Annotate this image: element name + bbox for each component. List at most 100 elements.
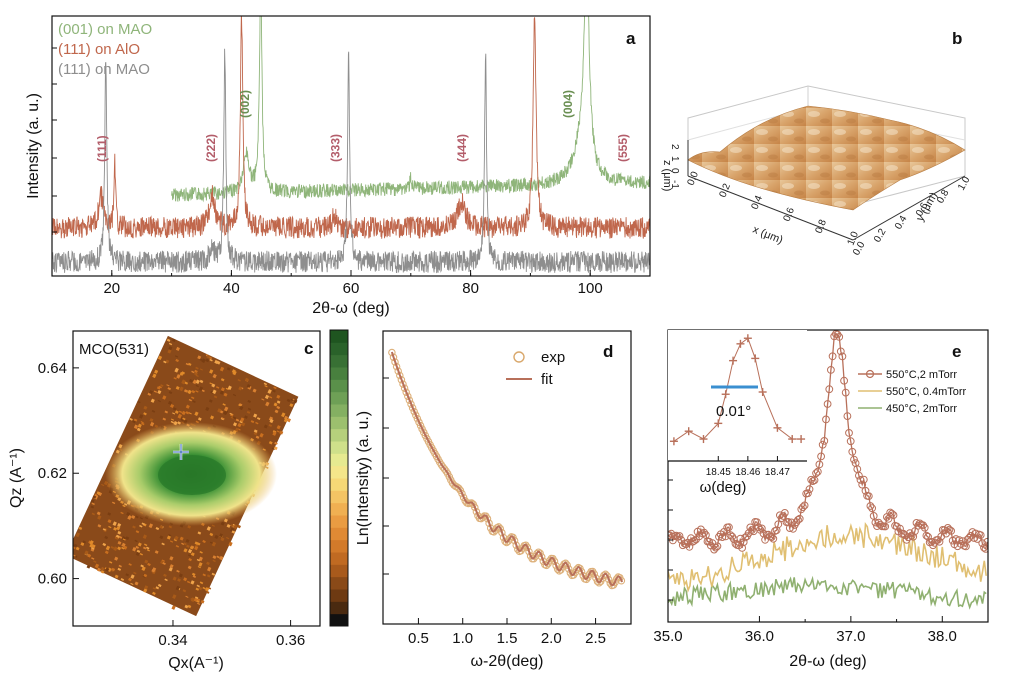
panel-c-noise-dot bbox=[186, 580, 191, 584]
panel-c-noise-dot bbox=[255, 421, 259, 425]
panel-c-colorbar-segment bbox=[330, 428, 348, 442]
panel-e-data-point bbox=[866, 502, 875, 510]
panel-c-noise-dot bbox=[151, 409, 156, 413]
panel-c-noise-dot bbox=[202, 586, 206, 590]
panel-c-noise-dot bbox=[226, 367, 231, 371]
panel-c-noise-dot bbox=[181, 410, 186, 416]
panel-e-data-point bbox=[754, 523, 763, 532]
panel-c-noise-dot bbox=[161, 542, 165, 546]
panel-c-colorbar-frame bbox=[329, 329, 349, 627]
panel-c-noise-dot bbox=[100, 570, 105, 574]
panel-c-noise-dot bbox=[172, 407, 177, 411]
panel-c-noise-dot bbox=[209, 532, 214, 537]
panel-a-xtick-label: 80 bbox=[462, 280, 479, 297]
panel-a-peak-label: (002) bbox=[238, 90, 252, 118]
panel-c-noise-dot bbox=[135, 530, 140, 534]
panel-c-noise-dot bbox=[157, 389, 162, 395]
panel-c-noise-dot bbox=[112, 521, 117, 527]
panel-e-data-point bbox=[868, 504, 876, 513]
panel-c-noise-dot bbox=[219, 366, 225, 372]
panel-c-noise-dot bbox=[192, 379, 197, 385]
panel-e-data-point bbox=[850, 455, 858, 464]
panel-e-data-point bbox=[672, 531, 681, 540]
panel-c-noise-dot bbox=[117, 530, 122, 535]
panel-c-noise-dot bbox=[244, 377, 249, 382]
panel-e-data-point bbox=[848, 447, 857, 456]
panel-c-colorbar-segment bbox=[330, 552, 348, 565]
panel-c-noise-dot bbox=[239, 403, 243, 406]
panel-e-inset-xlabel: ω(deg) bbox=[700, 479, 747, 496]
panel-c-noise-dot bbox=[143, 412, 147, 416]
panel-d-exp-point bbox=[550, 557, 559, 566]
panel-c-noise-dot bbox=[174, 410, 179, 414]
panel-c-noise-dot bbox=[196, 602, 201, 605]
panel-e-data-point bbox=[965, 533, 974, 542]
panel-c-noise-dot bbox=[238, 386, 243, 391]
panel-c-noise-dot bbox=[134, 539, 138, 543]
panel-c-noise-dot bbox=[214, 534, 219, 540]
panel-c-noise-dot bbox=[174, 355, 179, 358]
panel-c-noise-dot bbox=[220, 521, 225, 526]
panel-c-noise-dot bbox=[130, 582, 134, 586]
panel-c-noise-dot bbox=[181, 542, 185, 546]
panel-c-noise-dot bbox=[80, 542, 85, 546]
panel-d-xtick-label: 2.0 bbox=[541, 630, 562, 647]
panel-c-noise-dot bbox=[169, 540, 174, 543]
panel-c-noise-dot bbox=[139, 414, 144, 419]
panel-e-inset-plot: 18.45 18.46 18.47 bbox=[669, 334, 806, 478]
panel-c-noise-dot bbox=[183, 542, 187, 546]
panel-c-noise-dot bbox=[272, 431, 277, 436]
panel-c-noise-dot bbox=[185, 539, 190, 543]
panel-c-noise-dot bbox=[181, 379, 186, 385]
panel-c-colorbar-segment bbox=[330, 478, 348, 491]
panel-c-noise-dot bbox=[212, 373, 217, 379]
panel-c-noise-dot bbox=[117, 523, 122, 528]
panel-c-noise-dot bbox=[199, 368, 203, 371]
panel-c-ytick-label: 0.60 bbox=[38, 571, 67, 588]
panel-e-xtick-label: 36.0 bbox=[745, 628, 774, 645]
panel-c-ylabel: Qz (A⁻¹) bbox=[8, 448, 25, 508]
panel-c-noise-dot bbox=[261, 398, 265, 401]
panel-e-data-point bbox=[827, 366, 835, 374]
panel-c-noise-dot bbox=[225, 387, 229, 391]
panel-c-noise-dot bbox=[185, 362, 190, 366]
panel-c-noise-dot bbox=[148, 390, 154, 395]
panel-d-series-group bbox=[388, 348, 626, 590]
panel-b: b 0.00.20.40.60.81.00.00.20.40.60.81.0-1… bbox=[661, 29, 973, 258]
panel-b-ztick: -1 bbox=[669, 180, 680, 189]
panel-d-xtick-label: 1.5 bbox=[497, 630, 518, 647]
panel-c-noise-dot bbox=[255, 435, 260, 439]
panel-a-xtick-label: 20 bbox=[103, 280, 120, 297]
panel-c-noise-dot bbox=[215, 386, 220, 389]
panel-c-noise-dot bbox=[220, 537, 225, 542]
panel-c-noise-dot bbox=[244, 415, 248, 419]
panel-c-noise-dot bbox=[117, 567, 122, 571]
panel-e-data-point bbox=[815, 460, 824, 469]
panel-c-noise-dot bbox=[185, 404, 190, 409]
panel-c-noise-dot bbox=[167, 349, 172, 354]
panel-c-noise-dot bbox=[233, 524, 238, 530]
panel-c-noise-dot bbox=[179, 536, 184, 541]
panel-c-noise-dot bbox=[107, 512, 112, 516]
panel-c-noise-dot bbox=[183, 389, 188, 393]
panel-c-noise-dot bbox=[188, 557, 192, 562]
panel-c-noise-dot bbox=[219, 555, 224, 561]
panel-e-plot-area bbox=[668, 330, 988, 610]
panel-c-noise-dot bbox=[123, 545, 128, 550]
panel-c-noise-dot bbox=[237, 422, 242, 428]
panel-c-noise-dot bbox=[139, 517, 143, 520]
panel-c-noise-dot bbox=[232, 393, 237, 397]
panel-c-noise-dot bbox=[222, 403, 226, 406]
panel-c-noise-dot bbox=[189, 378, 193, 383]
panel-e-data-point bbox=[945, 525, 954, 534]
panel-e-data-point bbox=[947, 527, 955, 535]
panel-c-colorbar-segment bbox=[330, 465, 348, 479]
panel-b-xtick: 0.6 bbox=[782, 206, 798, 223]
panel-c-noise-dot bbox=[75, 546, 80, 551]
panel-e-data-point bbox=[841, 388, 850, 397]
panel-c-noise-dot bbox=[142, 534, 147, 539]
panel-c-noise-dot bbox=[150, 398, 155, 403]
panel-c-noise-dot bbox=[137, 423, 142, 428]
panel-d-exp-point bbox=[408, 404, 417, 412]
panel-e-data-point bbox=[840, 376, 848, 385]
